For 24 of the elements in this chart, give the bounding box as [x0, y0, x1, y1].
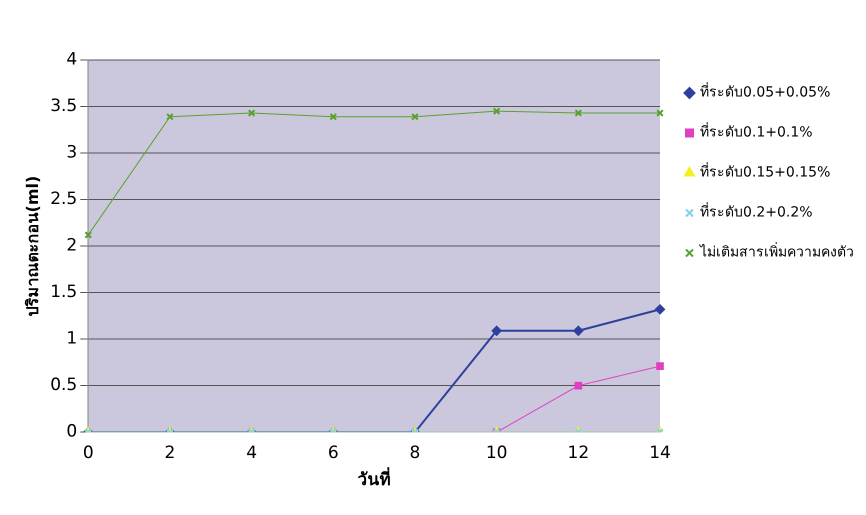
y-tick-label: 2.5	[50, 188, 78, 209]
legend-label: ที่ระดับ0.15+0.15%	[700, 162, 830, 181]
y-tick-label: 3	[66, 142, 78, 162]
y-tick-label: 1.5	[50, 282, 78, 302]
x-tick-label: 0	[82, 442, 94, 463]
y-axis-title: ปริมาณตะกอน(ml)	[22, 176, 42, 316]
y-tick-label: 0	[66, 422, 78, 442]
x-axis-title: วันที่	[358, 467, 391, 490]
legend-label: ที่ระดับ0.1+0.1%	[700, 122, 813, 141]
x-tick-label: 12	[568, 442, 590, 463]
y-tick-label: 2	[66, 236, 78, 256]
legend-label: ที่ระดับ0.05+0.05%	[700, 82, 830, 101]
y-tick-label: 4	[66, 49, 78, 70]
y-tick-label: 1	[66, 328, 78, 349]
x-tick-label: 2	[164, 442, 176, 463]
x-tick-label: 8	[410, 442, 420, 463]
x-tick-label: 6	[328, 442, 339, 463]
legend-label: ไม่เติมสารเพิ่มความคงตัว	[699, 242, 854, 261]
x-tick-label: 10	[486, 442, 508, 463]
x-tick-label: 14	[649, 442, 671, 463]
legend-label: ที่ระดับ0.2+0.2%	[700, 202, 813, 221]
x-tick-label: 4	[246, 442, 258, 463]
y-tick-label: 0.5	[50, 375, 78, 396]
y-tick-label: 3.5	[50, 96, 78, 116]
